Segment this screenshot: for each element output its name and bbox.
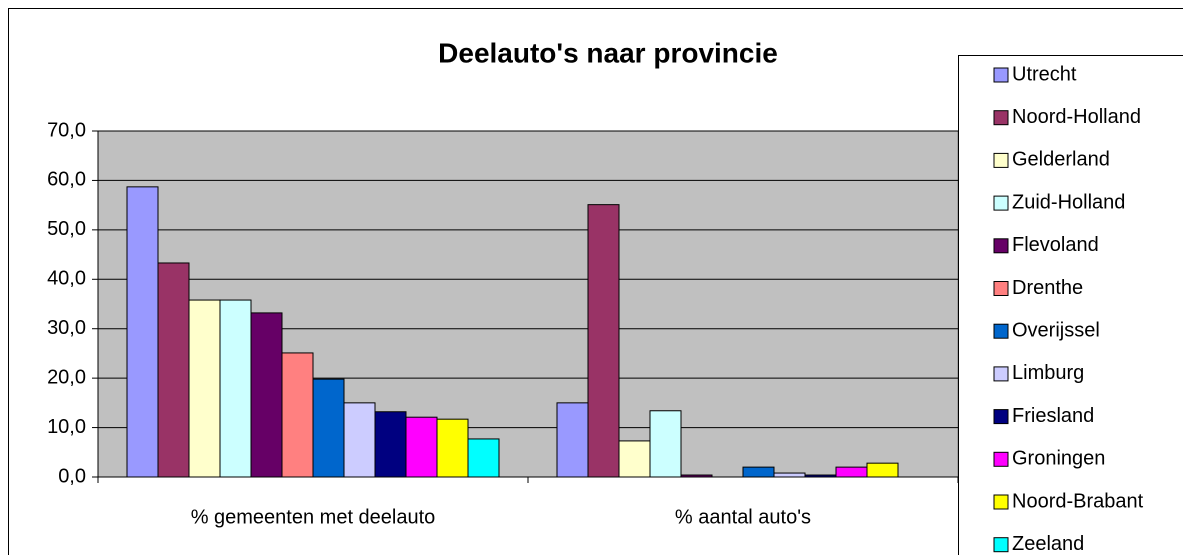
y-tick-label: 50,0 (47, 218, 86, 240)
legend-swatch (993, 537, 1009, 553)
y-tick-label: 60,0 (47, 169, 86, 191)
y-tick-label: 10,0 (47, 416, 86, 438)
bar (126, 186, 159, 478)
y-tick-label: 30,0 (47, 317, 86, 339)
bar (219, 299, 252, 478)
legend-label: Flevoland (1012, 234, 1099, 256)
legend-label: Zuid-Holland (1012, 191, 1125, 213)
bar (649, 410, 682, 478)
legend-label: Friesland (1012, 405, 1094, 427)
legend-swatch (993, 494, 1009, 510)
bar (680, 474, 713, 478)
bar (157, 262, 190, 478)
y-tick-label: 20,0 (47, 366, 86, 388)
bar (188, 299, 221, 478)
bar (250, 312, 283, 478)
bar (804, 474, 837, 478)
bar (343, 402, 376, 478)
legend-label: Gelderland (1012, 149, 1110, 171)
legend-swatch (993, 323, 1009, 339)
legend-label: Overijssel (1012, 319, 1100, 341)
legend-label: Limburg (1012, 362, 1084, 384)
bar (312, 378, 345, 478)
bar (773, 472, 806, 478)
legend-label: Utrecht (1012, 63, 1077, 85)
chart-title: Deelauto's naar provincie (438, 37, 778, 68)
legend-label: Drenthe (1012, 277, 1083, 299)
legend-swatch (993, 281, 1009, 296)
bar (436, 418, 469, 478)
bar (374, 411, 407, 478)
legend-label: Noord-Brabant (1012, 490, 1144, 512)
legend-swatch (993, 366, 1009, 382)
bar (467, 438, 500, 478)
legend-label: Noord-Holland (1012, 106, 1141, 128)
x-tick-label: % gemeenten met deelauto (191, 506, 436, 528)
legend-swatch (993, 409, 1009, 425)
bar (866, 462, 899, 478)
legend-swatch (993, 451, 1009, 467)
legend-swatch (993, 110, 1009, 126)
bar (281, 352, 314, 478)
legend-label: Groningen (1012, 448, 1105, 470)
legend-label: Zeeland (1012, 533, 1084, 555)
bar (742, 466, 775, 478)
y-tick-label: 0,0 (58, 465, 86, 487)
bar (556, 402, 589, 478)
bar (587, 204, 620, 478)
legend-swatch (993, 152, 1009, 168)
bar (835, 466, 868, 478)
legend-swatch (993, 238, 1009, 254)
bar (618, 440, 651, 478)
legend-swatch (993, 195, 1009, 211)
legend-swatch (993, 67, 1009, 83)
legend-box (958, 55, 1183, 555)
bar (405, 416, 438, 478)
y-tick-label: 40,0 (47, 268, 86, 290)
y-tick-label: 70,0 (47, 119, 86, 141)
x-tick-label: % aantal auto's (675, 506, 811, 528)
